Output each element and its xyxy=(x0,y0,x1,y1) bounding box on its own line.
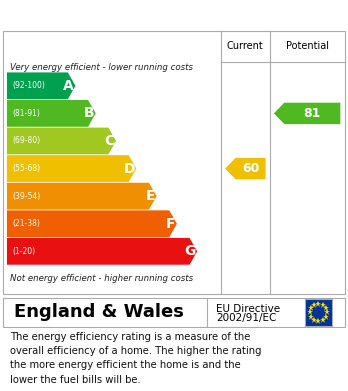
Text: F: F xyxy=(166,217,175,231)
Text: G: G xyxy=(184,244,196,258)
Text: (69-80): (69-80) xyxy=(12,136,40,145)
Text: (21-38): (21-38) xyxy=(12,219,40,228)
Text: A: A xyxy=(63,79,74,93)
Text: 60: 60 xyxy=(242,162,259,175)
Polygon shape xyxy=(7,127,116,154)
Text: Very energy efficient - lower running costs: Very energy efficient - lower running co… xyxy=(10,63,193,72)
Polygon shape xyxy=(7,100,96,127)
Text: E: E xyxy=(146,189,155,203)
Text: D: D xyxy=(124,161,135,176)
Polygon shape xyxy=(7,210,177,237)
Text: EU Directive: EU Directive xyxy=(216,303,280,314)
Text: C: C xyxy=(104,134,115,148)
Text: Energy Efficiency Rating: Energy Efficiency Rating xyxy=(10,7,220,22)
Text: (39-54): (39-54) xyxy=(12,192,40,201)
Polygon shape xyxy=(274,103,340,124)
Polygon shape xyxy=(7,183,157,210)
Text: 81: 81 xyxy=(304,107,321,120)
Text: (1-20): (1-20) xyxy=(12,247,35,256)
Polygon shape xyxy=(7,238,197,265)
Text: Potential: Potential xyxy=(286,41,329,51)
Text: Not energy efficient - higher running costs: Not energy efficient - higher running co… xyxy=(10,274,193,283)
Polygon shape xyxy=(225,158,266,179)
Polygon shape xyxy=(7,155,136,182)
Polygon shape xyxy=(7,72,76,99)
Text: 2002/91/EC: 2002/91/EC xyxy=(216,313,276,323)
Text: England & Wales: England & Wales xyxy=(14,303,184,321)
Text: (92-100): (92-100) xyxy=(12,81,45,90)
Text: (55-68): (55-68) xyxy=(12,164,40,173)
Text: (81-91): (81-91) xyxy=(12,109,40,118)
Text: B: B xyxy=(84,106,94,120)
Text: The energy efficiency rating is a measure of the
overall efficiency of a home. T: The energy efficiency rating is a measur… xyxy=(10,332,262,385)
Text: Current: Current xyxy=(227,41,264,51)
